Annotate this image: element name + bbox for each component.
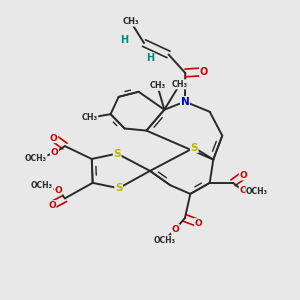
Text: CH₃: CH₃: [149, 81, 166, 90]
Text: CH₃: CH₃: [82, 113, 98, 122]
Text: O: O: [194, 219, 202, 228]
Text: O: O: [239, 171, 247, 180]
Text: CH₃: CH₃: [122, 17, 139, 26]
Text: OCH₃: OCH₃: [153, 236, 175, 245]
Text: O: O: [54, 186, 62, 195]
Text: S: S: [113, 148, 121, 159]
Text: O: O: [48, 201, 56, 210]
Text: OCH₃: OCH₃: [25, 154, 47, 164]
Text: H: H: [146, 53, 154, 63]
Text: OCH₃: OCH₃: [246, 187, 268, 196]
Text: O: O: [51, 148, 58, 158]
Text: O: O: [50, 134, 58, 142]
Text: H: H: [121, 34, 129, 44]
Text: OCH₃: OCH₃: [31, 181, 53, 190]
Text: O: O: [172, 225, 179, 234]
Text: O: O: [200, 67, 208, 77]
Text: S: S: [190, 142, 198, 153]
Text: CH₃: CH₃: [172, 80, 188, 89]
Text: N: N: [181, 97, 189, 106]
Text: O: O: [239, 186, 247, 195]
Text: S: S: [115, 183, 122, 193]
